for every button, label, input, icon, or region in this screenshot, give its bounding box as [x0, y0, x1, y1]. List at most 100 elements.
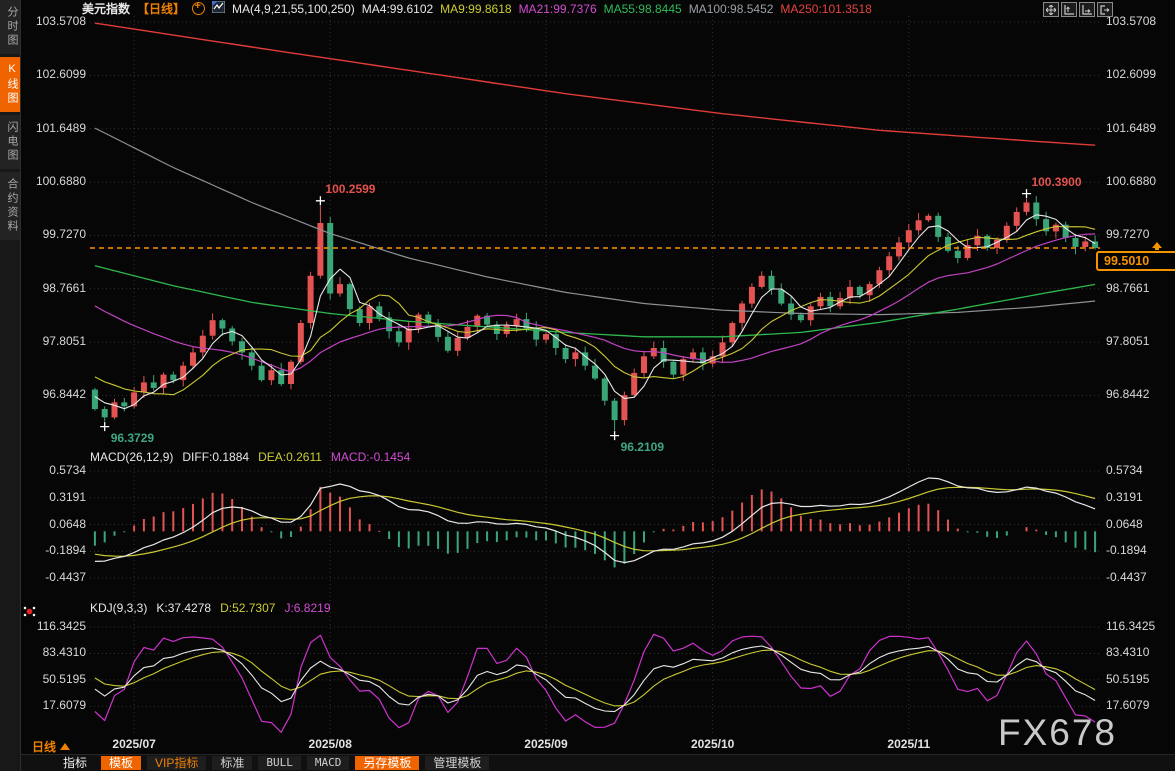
y-axis-label: 116.3425 — [1106, 619, 1156, 633]
instrument-title: 美元指数 — [82, 2, 131, 16]
circle-plus-icon[interactable] — [192, 0, 206, 15]
macd-diff-value: DIFF:0.1884 — [182, 450, 250, 464]
x-axis-label: 2025/08 — [308, 737, 352, 751]
chart-header: 美元指数 【日线】 MA(4,9,21,55,100,250) MA4:99.6… — [82, 0, 872, 16]
period-tag: 【日线】 — [137, 2, 186, 16]
y-axis-label: 0.5734 — [1106, 463, 1143, 477]
watermark: FX678 — [998, 712, 1118, 753]
kdj-k-value: K:37.4278 — [156, 601, 212, 615]
candlestick-layer — [91, 196, 1099, 431]
y-axis-label: 100.6880 — [1106, 174, 1157, 189]
y-axis-label: 50.5195 — [42, 671, 86, 686]
sidebar-item-timeshare[interactable]: 分时图 — [0, 0, 20, 54]
sidebar-item-kline[interactable]: K线图 — [0, 57, 20, 112]
y-axis-label: 98.7661 — [1106, 280, 1150, 295]
x-axis-label: 2025/11 — [887, 737, 931, 751]
sidebar-item-contract-info[interactable]: 合约资料 — [0, 172, 20, 240]
period-selector[interactable]: 日线 — [32, 738, 71, 755]
price-annotation: 100.3900 — [1031, 174, 1082, 189]
y-axis-label: 97.8051 — [42, 334, 86, 349]
y-axis-label: 0.5734 — [49, 463, 86, 477]
live-indicator-icon — [23, 605, 36, 618]
toolbar-manage-template-button[interactable]: 管理模板 — [425, 756, 490, 770]
y-axis-label: -0.4437 — [45, 570, 86, 584]
macd-lines — [94, 477, 1096, 564]
macd-macd-value: MACD:-0.1454 — [330, 450, 411, 464]
y-axis-label: 101.6489 — [35, 120, 86, 135]
ma-lines — [94, 22, 1096, 410]
y-axis-label: 0.0648 — [1106, 516, 1143, 531]
y-axis-label: 116.3425 — [36, 619, 86, 633]
y-axis-label: 102.6099 — [1106, 67, 1157, 82]
exit-chart-icon[interactable] — [1097, 2, 1113, 17]
y-axis-label: 102.6099 — [35, 67, 86, 82]
sidebar: 分时图 K线图 闪电图 合约资料 — [0, 0, 21, 771]
y-axis-label: 17.6079 — [1106, 698, 1150, 713]
y-axis-label: -0.1894 — [1106, 543, 1147, 558]
y-axis-label: 50.5195 — [1106, 671, 1150, 686]
chart-tool-buttons — [1043, 2, 1113, 17]
ma-value-5: MA250:101.3518 — [780, 1, 872, 16]
fit-vertical-axis-icon[interactable] — [1061, 2, 1077, 17]
last-price-box: 99.5010 — [1096, 251, 1175, 271]
macd-dea-value: DEA:0.2611 — [258, 450, 322, 464]
y-axis-label: 0.0648 — [49, 516, 86, 531]
y-axis-label: 101.6489 — [1106, 120, 1157, 135]
y-axis-label: 83.4310 — [42, 645, 86, 660]
toolbar-bull-button[interactable]: BULL — [258, 756, 301, 770]
kdj-d-value: D:52.7307 — [220, 601, 276, 615]
toolbar-indicators-button[interactable]: 指标 — [63, 756, 88, 770]
y-axis-label: 103.5708 — [1106, 14, 1157, 28]
kdj-header: KDJ(9,3,3) K:37.4278 D:52.7307 J:6.8219 — [90, 601, 331, 615]
period-label: 日线 — [32, 740, 57, 754]
price-annotation: 100.2599 — [325, 181, 376, 196]
y-axis-label: 98.7661 — [42, 280, 86, 295]
price-annotation: 96.3729 — [110, 430, 155, 445]
y-axis-label: 0.3191 — [1106, 489, 1143, 504]
price-annotation: 96.2109 — [620, 439, 664, 454]
ma-value-0: MA4:99.6102 — [361, 1, 434, 16]
kdj-param: KDJ(9,3,3) — [90, 601, 148, 615]
ma-value-4: MA100:98.5452 — [688, 1, 774, 16]
chart-style-icon[interactable] — [211, 0, 226, 16]
y-axis-label: 99.7270 — [1106, 227, 1150, 242]
toolbar-vip-indicators-button[interactable]: VIP指标 — [147, 756, 207, 770]
y-axis-label: 0.3191 — [49, 489, 86, 504]
macd-param: MACD(26,12,9) — [90, 450, 174, 464]
x-axis-label: 2025/07 — [112, 737, 156, 751]
y-axis-label: 83.4310 — [1106, 645, 1150, 660]
fit-horizontal-axis-icon[interactable] — [1079, 2, 1095, 17]
gridlines — [90, 16, 1100, 733]
ma-value-1: MA9:99.8618 — [440, 1, 512, 16]
y-axis-label: 97.8051 — [1106, 334, 1150, 349]
y-axis-label: 103.5708 — [35, 14, 86, 28]
toolbar-macd-button[interactable]: MACD — [306, 756, 350, 770]
y-axis-label: 100.6880 — [35, 174, 86, 189]
toolbar-template-button[interactable]: 模板 — [101, 756, 142, 770]
pan-mode-icon[interactable] — [1043, 2, 1059, 17]
x-axis-label: 2025/10 — [690, 737, 735, 751]
ma-value-2: MA21:99.7376 — [518, 1, 597, 16]
extreme-markers — [100, 189, 1031, 441]
ma-param-label: MA(4,9,21,55,100,250) — [232, 1, 355, 16]
bottom-toolbar: 指标 模板 VIP指标 标准 BULL MACD 另存模板 管理模板 — [0, 754, 1175, 771]
toolbar-standard-button[interactable]: 标准 — [212, 756, 253, 770]
y-axis-label: 96.8442 — [1106, 387, 1150, 402]
sidebar-item-lightning[interactable]: 闪电图 — [0, 115, 20, 169]
y-axis-label: -0.4437 — [1106, 570, 1147, 584]
ma-value-3: MA55:98.8445 — [603, 1, 682, 16]
price-up-arrow-icon — [1151, 240, 1163, 258]
kdj-lines — [94, 633, 1096, 733]
x-axis-label: 2025/09 — [524, 737, 568, 751]
macd-header: MACD(26,12,9) DIFF:0.1884 DEA:0.2611 MAC… — [90, 450, 410, 464]
kdj-j-value: J:6.8219 — [284, 601, 331, 615]
macd-histogram — [93, 486, 1097, 568]
y-axis-label: 17.6079 — [42, 698, 86, 713]
y-axis-label: 99.7270 — [42, 227, 86, 242]
toolbar-save-template-button[interactable]: 另存模板 — [355, 756, 420, 770]
triangle-up-icon — [60, 743, 71, 750]
y-axis-label: 96.8442 — [42, 387, 86, 402]
